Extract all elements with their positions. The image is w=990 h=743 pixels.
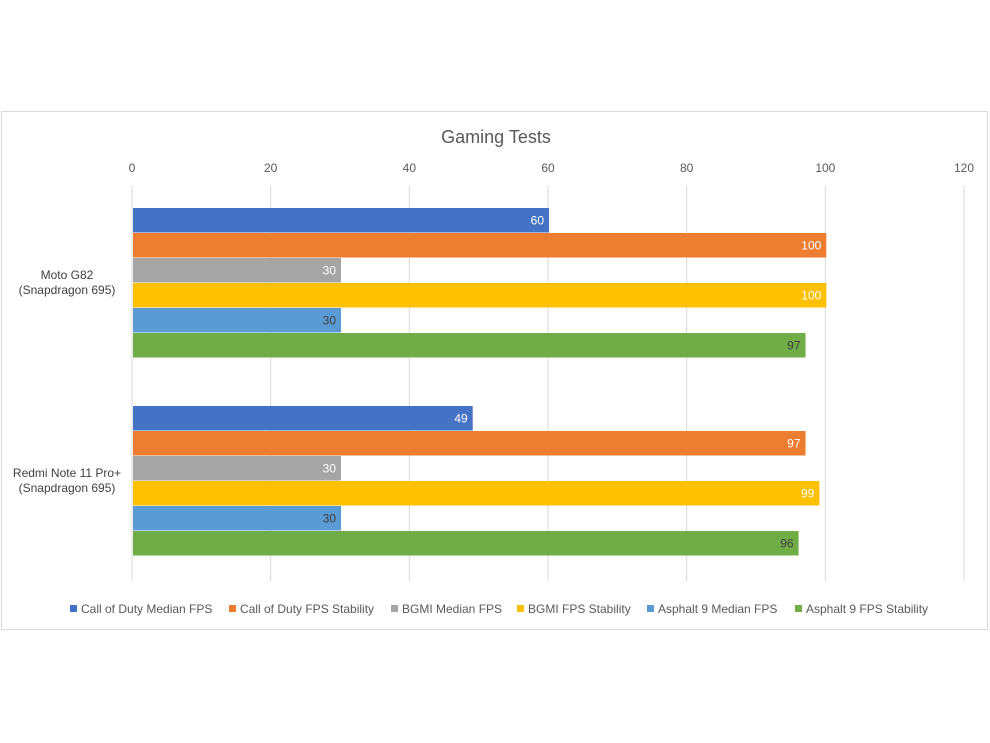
data-label: 100 [801,239,821,253]
category-label: Redmi Note 11 Pro+ (Snapdragon 695) [13,466,121,495]
bar [133,333,806,358]
data-label: 30 [323,512,337,526]
category-label-line: (Snapdragon 695) [19,283,116,297]
data-label: 97 [787,339,801,353]
x-tick-label: 20 [264,161,278,175]
bar [133,456,341,481]
data-label: 30 [323,314,337,328]
legend-swatch [391,605,398,612]
legend-entry: BGMI FPS Stability [528,602,631,616]
data-label: 49 [454,412,468,426]
legend-swatch [229,605,236,612]
data-label: 96 [780,537,794,551]
category-label: Moto G82 (Snapdragon 695) [19,268,116,297]
legend-entry: Call of Duty FPS Stability [240,602,374,616]
x-tick-label: 80 [680,161,694,175]
category-label-line: Moto G82 [41,268,94,282]
legend-entry: Call of Duty Median FPS [81,602,212,616]
legend-swatch [647,605,654,612]
data-label: 97 [787,437,801,451]
category-labels: Moto G82 (Snapdragon 695)Redmi Note 11 Pr… [13,268,121,495]
legend-entry: BGMI Median FPS [402,602,502,616]
bar [133,208,549,233]
x-tick-label: 120 [954,161,974,175]
bar [133,506,341,531]
x-tick-label: 0 [129,161,136,175]
bar [133,406,473,431]
legend-swatch [517,605,524,612]
category-label-line: Redmi Note 11 Pro+ [13,466,121,480]
bar [133,283,827,308]
data-labels: 60 100 30 100 30 97 49 97 30 99 30 96 [323,214,822,551]
x-tick-label: 60 [541,161,555,175]
data-label: 100 [801,289,821,303]
bar [133,233,827,258]
chart-frame: Gaming Tests 0 20 40 60 80 100 120 Moto G82 (Sn… [1,111,988,630]
data-label: 30 [323,462,337,476]
data-label: 30 [323,264,337,278]
bar [133,481,820,506]
legend-swatch [795,605,802,612]
gaming-tests-chart: Gaming Tests 0 20 40 60 80 100 120 Moto G82 (Sn… [13,127,975,616]
legend-entry: Asphalt 9 FPS Stability [806,602,928,616]
chart-title: Gaming Tests [441,127,551,147]
data-label: 60 [531,214,545,228]
bar [133,531,799,556]
bar [133,258,341,283]
bar [133,431,806,456]
bar [133,308,341,333]
data-label: 99 [801,487,815,501]
category-label-line: (Snapdragon 695) [19,481,116,495]
x-axis-ticks: 0 20 40 60 80 100 120 [129,161,975,175]
bars [133,208,827,556]
x-tick-label: 40 [403,161,417,175]
legend: Call of Duty Median FPS Call of Duty FPS … [70,602,928,616]
legend-swatch [70,605,77,612]
x-tick-label: 100 [815,161,835,175]
legend-entry: Asphalt 9 Median FPS [658,602,777,616]
